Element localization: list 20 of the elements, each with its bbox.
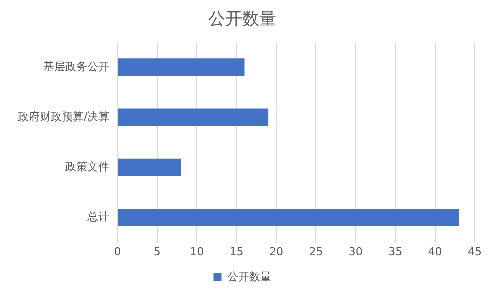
legend-label: 公开数量 [227, 270, 272, 284]
x-tick-label: 30 [348, 245, 363, 258]
x-tick-label: 15 [230, 245, 244, 258]
y-tick-label: 基层政务公开 [44, 60, 110, 74]
x-tick-label: 35 [388, 245, 403, 258]
x-tick-label: 10 [190, 245, 204, 258]
y-tick-label: 政策文件 [66, 160, 110, 174]
y-tick-label: 政府财政预算/决算 [18, 110, 110, 124]
x-tick-label: 25 [309, 245, 324, 258]
bar [118, 108, 269, 126]
x-tick-label: 20 [270, 245, 284, 258]
x-tick-label: 0 [114, 245, 122, 258]
x-tick-label: 5 [154, 245, 161, 258]
x-tick-label: 45 [468, 245, 482, 258]
x-tick-label: 40 [428, 245, 442, 258]
bar [118, 158, 182, 176]
y-tick-label: 总计 [86, 210, 110, 224]
bar [118, 208, 460, 227]
bar [118, 58, 245, 76]
chart-title: 公开数量 [208, 10, 276, 30]
